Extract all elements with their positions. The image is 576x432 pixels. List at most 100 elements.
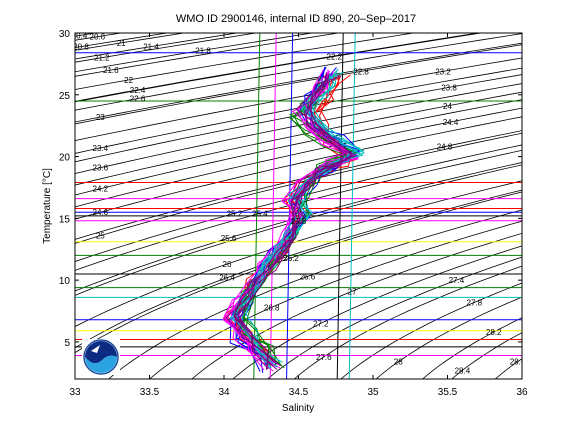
density-isoline-label: 24: [443, 102, 452, 111]
x-tick-label: 34: [218, 387, 230, 398]
density-isoline-label: 20.4: [72, 32, 88, 41]
density-isoline-label: 23.8: [441, 83, 457, 92]
density-isoline-label: 25.4: [252, 209, 268, 218]
vertical-profile-line: [253, 33, 261, 379]
density-isoline-label: 24.8: [437, 143, 453, 152]
density-isoline-label: 27.6: [316, 353, 332, 362]
density-isoline-label: 21.6: [103, 66, 119, 75]
density-isoline-label: 24.2: [93, 185, 109, 194]
ts-profiles: [222, 66, 365, 373]
density-isoline-label: 25.6: [221, 234, 237, 243]
x-axis-label: Salinity: [282, 403, 314, 414]
density-isoline-label: 25: [96, 232, 105, 241]
vertical-profile-line: [269, 33, 277, 379]
density-isoline-label: 23.6: [93, 164, 109, 173]
noaa-logo-sea: [85, 355, 117, 373]
density-isoline-label: 27: [348, 287, 357, 296]
horizontal-profiles: [75, 52, 522, 356]
ts-profile-line: [225, 77, 347, 365]
density-isoline-label: 21: [117, 39, 126, 48]
density-isoline: [293, 265, 522, 379]
density-isoline-label: 21.4: [143, 43, 159, 52]
density-isoline-label: 27.8: [467, 298, 483, 307]
x-tick-label: 33.5: [140, 387, 160, 398]
ts-profile-line: [233, 75, 353, 370]
density-isoline: [340, 282, 522, 379]
density-isoline-label: 22: [124, 76, 133, 85]
y-axis-label: Temperature [°C]: [42, 168, 53, 244]
ts-profile-line: [233, 75, 354, 370]
density-isoline: [421, 317, 522, 379]
density-isoline: [451, 332, 522, 379]
chart-title: WMO ID 2900146, internal ID 890, 20–Sep–…: [176, 13, 416, 25]
density-isoline-label: 28: [394, 358, 403, 367]
x-tick-label: 35: [367, 387, 379, 398]
y-axis-ticks: 5 10 15 20 25 30: [59, 29, 522, 349]
noaa-logo: [82, 339, 120, 375]
density-isoline-label: 22.2: [327, 53, 343, 62]
y-tick-label: 5: [64, 338, 70, 349]
density-isoline-label: 23.2: [435, 67, 451, 76]
y-tick-label: 25: [59, 91, 71, 102]
density-isoline: [108, 209, 522, 379]
density-isoline-label: 22.4: [130, 86, 146, 95]
noaa-logo-sky: [85, 341, 117, 364]
density-isoline-label: 22.6: [130, 95, 146, 104]
density-isoline-label: 28.2: [486, 328, 502, 337]
density-isoline-label: 25.2: [227, 209, 243, 218]
density-isoline: [191, 232, 522, 379]
ts-profile-line: [245, 72, 364, 369]
noaa-logo-bird: [91, 345, 100, 353]
density-isoline-label: 24.6: [93, 208, 109, 217]
x-tick-label: 33: [69, 387, 81, 398]
density-isoline-label: 26.4: [219, 274, 235, 283]
y-tick-label: 20: [59, 153, 71, 164]
density-isoline-label: 27.4: [449, 276, 465, 285]
ts-profile-line: [224, 69, 359, 365]
density-isoline-label: 27.2: [313, 319, 329, 328]
density-isoline-label: 24.4: [443, 118, 459, 127]
density-isoline-label: 26.2: [283, 254, 299, 263]
ts-profile-line: [243, 82, 348, 369]
density-isoline-label: 22.8: [353, 67, 369, 76]
x-tick-label: 36: [516, 387, 528, 398]
y-tick-label: 10: [59, 276, 71, 287]
density-isoline-label: 25.8: [291, 217, 307, 226]
density-isoline-label: 23: [96, 113, 105, 122]
density-isoline-label: 23.4: [93, 144, 109, 153]
density-isoline-label: 21.2: [94, 54, 110, 63]
density-isoline-labels: 20.4 20.620.8 21 21.2 21.4 21.6 21.8 22 22.2 22.4…: [72, 32, 526, 375]
density-isoline-label: 20.6: [90, 33, 106, 42]
vertical-profile-line: [336, 33, 344, 379]
x-tick-label: 34.5: [289, 387, 309, 398]
density-isoline: [149, 220, 522, 379]
density-isoline-label: 28.6: [510, 358, 526, 367]
y-tick-label: 15: [59, 214, 71, 225]
ts-profile-line: [241, 83, 350, 366]
density-isoline-label: 26.6: [300, 272, 316, 281]
density-isoline-label: 26.8: [264, 303, 280, 312]
density-isoline-label: 28.4: [455, 366, 471, 375]
y-tick-label: 30: [59, 29, 71, 40]
density-isoline-label: 21.8: [195, 46, 211, 55]
vertical-profile-line: [348, 33, 356, 379]
